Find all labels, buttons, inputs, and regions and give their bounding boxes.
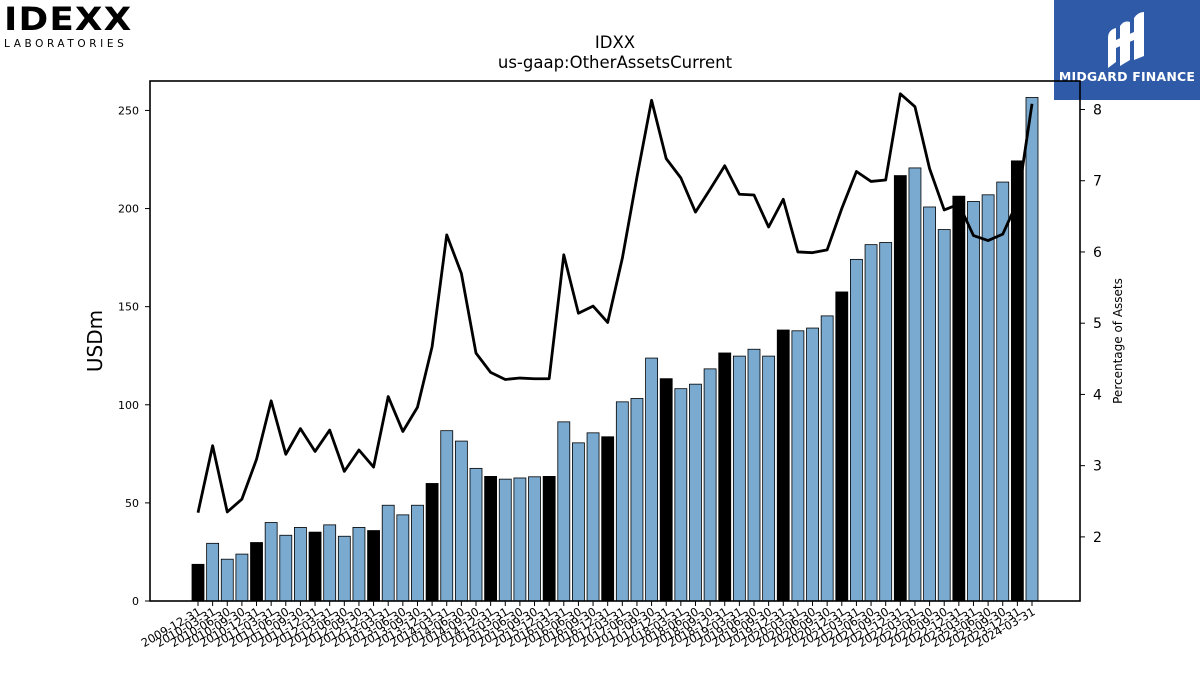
bar-series [191,97,1039,602]
y-tick-label: 50 [125,497,139,510]
bar [835,291,849,602]
midgard-mark-icon [1108,12,1144,68]
bar [674,388,688,602]
bar [206,542,220,602]
bar [513,477,527,602]
y2-tick-label: 6 [1093,245,1102,261]
y-tick-label: 0 [132,595,139,608]
y2-axis-label: Percentage of Assets [1111,278,1125,404]
bar [557,421,571,602]
bar [337,535,351,602]
midgard-logo-text: MIDGARD FINANCE [1058,69,1196,84]
bar [469,467,483,602]
bar [396,514,410,602]
bar [235,553,249,602]
y-tick-label: 250 [118,104,139,117]
bar [264,522,278,602]
bar [528,476,541,602]
bar [908,167,922,602]
bar [762,355,776,602]
bar [411,504,424,602]
bar [850,258,863,602]
y2-tick-label: 7 [1093,174,1102,190]
bar [747,348,761,602]
bar [630,398,644,602]
bar [220,558,234,602]
bar [572,442,585,602]
bar [791,330,805,602]
bar [981,194,995,602]
bar [659,378,673,602]
plot-frame [149,80,1081,602]
bar [952,195,966,602]
bar [820,315,834,602]
y2-tick-label: 2 [1093,530,1102,546]
bar [645,357,658,602]
y-tick-label: 150 [118,301,139,314]
y-axis-label: USDm [83,310,107,372]
bar [615,401,629,602]
bar [454,440,468,602]
y2-tick-label: 5 [1093,316,1102,332]
bar [425,483,439,602]
chart-subtitle: us-gaap:OtherAssetsCurrent [498,53,733,72]
bar [1010,160,1024,602]
bar [1025,97,1039,602]
bar [323,524,337,602]
midgard-finance-logo: MIDGARD FINANCE [1054,0,1200,100]
y-tick-label: 200 [118,203,139,216]
idexx-logo-sub: LABORATORIES [4,38,128,50]
idexx-logo-word: IDEXX [4,0,133,38]
line-path [196,92,1034,514]
bar [294,527,307,602]
bar [776,329,790,602]
bar [352,527,366,602]
bar [806,327,819,602]
bar [689,383,702,602]
bar [279,534,293,602]
bar [893,175,907,602]
idexx-logo: IDEXX LABORATORIES [4,3,154,50]
bar [498,478,512,602]
bar [191,563,205,602]
bar [864,244,878,602]
bar [367,530,380,602]
bar [586,432,600,602]
bar [703,368,717,602]
y2-tick-label: 8 [1093,102,1102,118]
bar [879,242,893,602]
bar [308,531,322,602]
bar [440,430,454,602]
bar [542,475,556,602]
bar [484,475,498,602]
bar [996,181,1010,602]
line-series [196,92,1034,514]
bar [937,229,951,602]
axes: 05010015020025023456782009-12-312010-03-… [118,80,1102,650]
bar [601,436,615,602]
bar [718,352,732,602]
chart-title: IDXX [595,33,635,52]
y2-tick-label: 3 [1093,459,1102,475]
bar [967,201,980,602]
bar [250,542,263,602]
bar [923,206,936,602]
bar [732,355,746,602]
y-tick-label: 100 [118,399,139,412]
y2-tick-label: 4 [1093,387,1102,403]
bar [381,504,395,602]
